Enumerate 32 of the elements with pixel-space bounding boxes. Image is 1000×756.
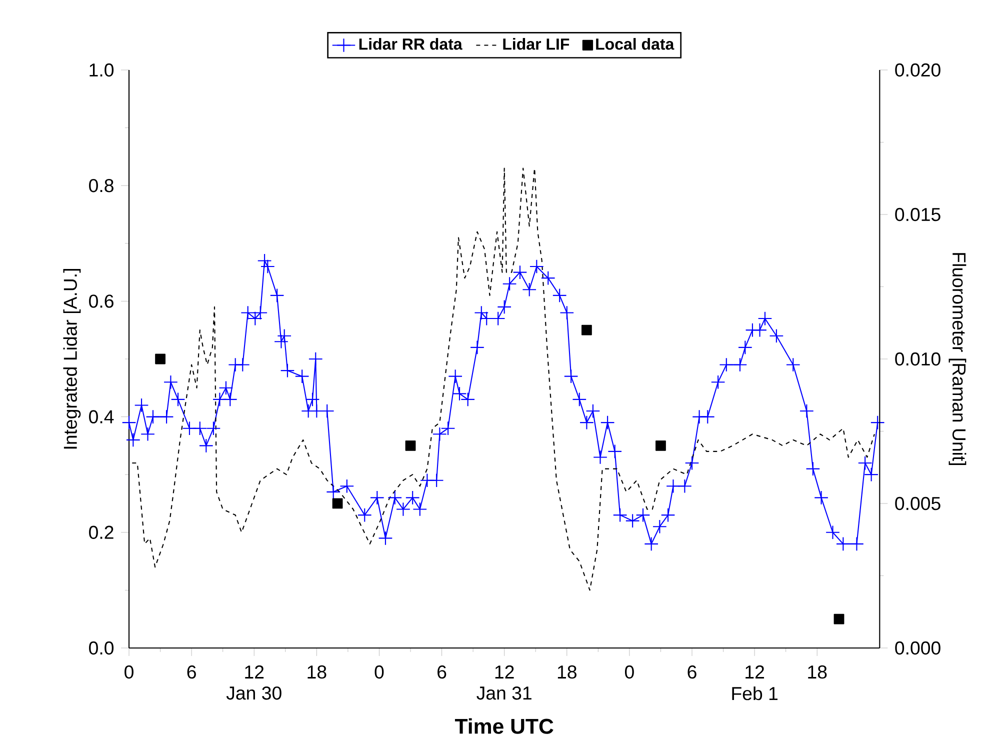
y-tick-label: 0.2: [89, 526, 114, 539]
legend-label: Lidar LIF: [503, 38, 570, 50]
y2-tick-label: 0.000: [895, 641, 940, 655]
x-tick-label: 6: [187, 665, 196, 679]
y2-tick-label: 0.015: [895, 208, 940, 222]
y-tick-label: 0.0: [89, 641, 114, 655]
y-tick-label: 0.8: [89, 178, 114, 192]
x2-tick-label: Jan 30: [226, 686, 282, 700]
x-tick-label: 12: [746, 665, 764, 678]
y-tick-label: 0.4: [89, 410, 114, 424]
legend-label: Lidar RR data: [359, 38, 462, 50]
y-tick-label: 1.0: [90, 63, 114, 77]
y-tick-label: 0.6: [89, 294, 114, 308]
x-tick-label: 12: [245, 665, 264, 678]
legend-label: Local data: [596, 38, 674, 50]
y2-tick-label: 0.010: [895, 352, 940, 366]
x-tick-label: 18: [808, 665, 827, 679]
x2-tick-label: Jan 31: [476, 686, 532, 700]
y-axis-title: Integrated Lidar [A.U.]: [63, 269, 81, 449]
x-tick-label: 0: [374, 665, 384, 679]
x-tick-label: 12: [495, 665, 514, 678]
x-axis-title: Time UTC: [454, 718, 554, 734]
x-tick-label: 18: [558, 665, 576, 679]
x2-tick-label: Feb 1: [732, 686, 778, 700]
y2-tick-label: 0.020: [895, 63, 940, 77]
x-tick-label: 6: [688, 665, 696, 679]
y2-tick-label: 0.005: [895, 496, 940, 510]
x-tick-label: 18: [308, 665, 326, 679]
y2-axis-title: Fluorometer [Raman Unit]: [948, 253, 966, 465]
x-tick-label: 0: [124, 665, 134, 679]
x-tick-label: 6: [438, 665, 446, 679]
x-tick-label: 0: [624, 665, 634, 679]
